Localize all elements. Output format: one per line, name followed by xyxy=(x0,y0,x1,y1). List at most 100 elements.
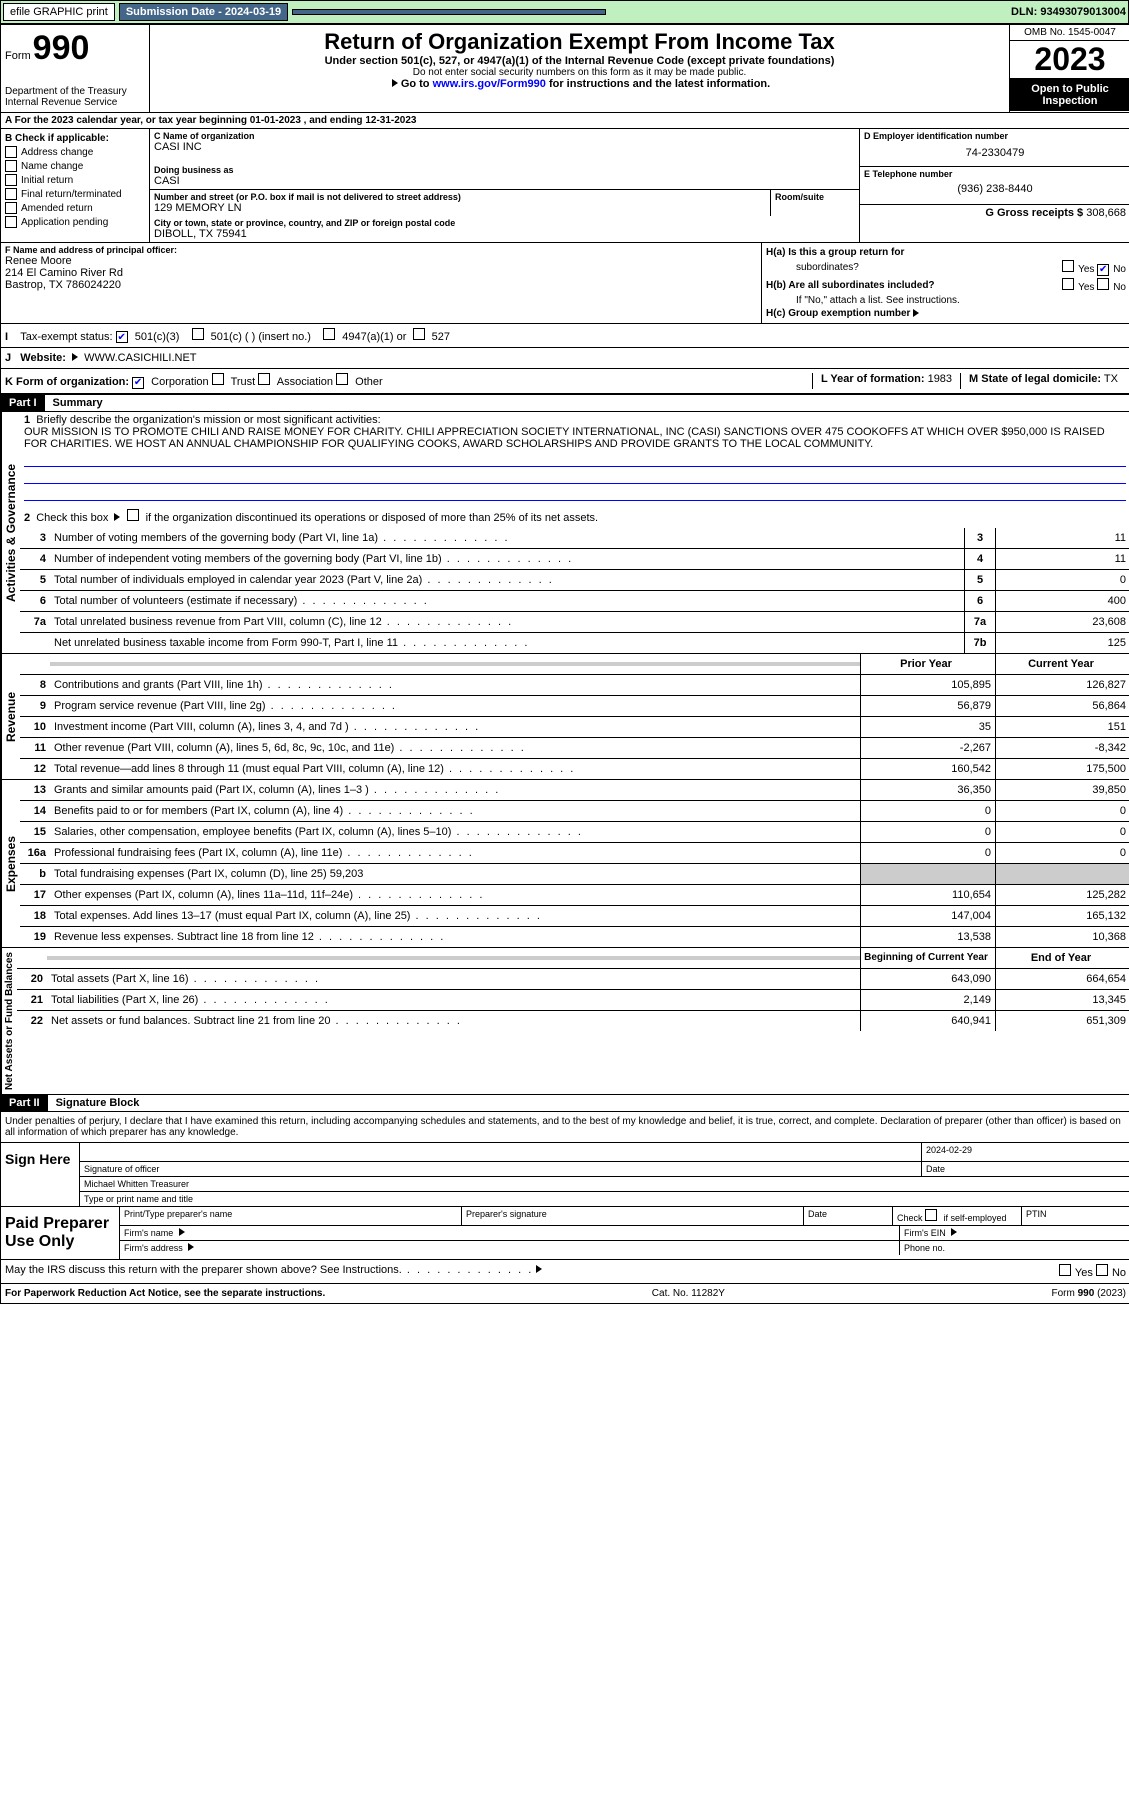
data-line: 22 Net assets or fund balances. Subtract… xyxy=(17,1011,1129,1031)
cb-address[interactable] xyxy=(5,146,17,158)
line-text: Number of independent voting members of … xyxy=(50,551,964,567)
cb-501c3[interactable]: ✔ xyxy=(116,331,128,343)
section-j: J Website: WWW.CASICHILI.NET xyxy=(1,348,1129,369)
line-text: Other revenue (Part VIII, column (A), li… xyxy=(50,740,860,756)
line-num: 12 xyxy=(20,763,50,775)
cb-ha-yes[interactable] xyxy=(1062,260,1074,272)
form-ref: Form 990 (2023) xyxy=(1052,1288,1126,1299)
line-val: 400 xyxy=(995,591,1129,611)
arrow-icon xyxy=(114,513,120,521)
officer-addr1: 214 El Camino River Rd xyxy=(5,267,757,279)
city-value: DIBOLL, TX 75941 xyxy=(154,228,855,240)
cb-ha-no[interactable]: ✔ xyxy=(1097,264,1109,276)
no-txt3: No xyxy=(1112,1267,1126,1279)
prior-val: 640,941 xyxy=(860,1011,995,1031)
cb-initial[interactable] xyxy=(5,174,17,186)
line-text: Total liabilities (Part X, line 26) xyxy=(47,992,860,1008)
dba-label: Doing business as xyxy=(154,165,855,175)
current-val: 664,654 xyxy=(995,969,1129,989)
dba-value: CASI xyxy=(154,175,855,187)
cb-corp[interactable]: ✔ xyxy=(132,377,144,389)
j-label: Website: xyxy=(20,352,66,364)
sig-name-value: Michael Whitten Treasurer xyxy=(80,1177,1129,1191)
blank-button[interactable] xyxy=(292,9,606,15)
current-header: Current Year xyxy=(995,654,1129,674)
efile-button[interactable]: efile GRAPHIC print xyxy=(3,3,115,21)
date-label: Date xyxy=(922,1162,1129,1176)
cb-hb-no[interactable] xyxy=(1097,278,1109,290)
line-num: 6 xyxy=(20,595,50,607)
website-value: WWW.CASICHILI.NET xyxy=(84,352,196,364)
cb-other[interactable] xyxy=(336,373,348,385)
city-row: City or town, state or province, country… xyxy=(150,216,859,242)
cb-assoc[interactable] xyxy=(258,373,270,385)
form-subtitle: Under section 501(c), 527, or 4947(a)(1)… xyxy=(154,55,1005,67)
k-o3: Association xyxy=(277,376,333,388)
f-label: F Name and address of principal officer: xyxy=(5,245,757,255)
open-public: Open to Public Inspection xyxy=(1010,79,1129,111)
cb-amended[interactable] xyxy=(5,202,17,214)
dln-label: DLN: 93493079013004 xyxy=(1011,6,1126,18)
line-num: 18 xyxy=(20,910,50,922)
part1-title: Summary xyxy=(45,395,111,411)
data-line: b Total fundraising expenses (Part IX, c… xyxy=(20,864,1129,885)
data-line: 14 Benefits paid to or for members (Part… xyxy=(20,801,1129,822)
line-text: Program service revenue (Part VIII, line… xyxy=(50,698,860,714)
discuss-row: May the IRS discuss this return with the… xyxy=(1,1259,1129,1283)
cb-hb-yes[interactable] xyxy=(1062,278,1074,290)
cb-discuss-no[interactable] xyxy=(1096,1264,1108,1276)
room-col: Room/suite xyxy=(771,190,859,216)
cb-app[interactable] xyxy=(5,216,17,228)
ifno-label: If "No," attach a list. See instructions… xyxy=(766,295,1126,306)
part2-title: Signature Block xyxy=(48,1095,148,1111)
end-header: End of Year xyxy=(995,948,1129,968)
line-text: Total unrelated business revenue from Pa… xyxy=(50,614,964,630)
prior-val: 0 xyxy=(860,822,995,842)
b-final: Final return/terminated xyxy=(21,189,122,200)
goto-link[interactable]: Go to www.irs.gov/Form990 for instructio… xyxy=(154,78,1005,90)
pt-ptin-label: PTIN xyxy=(1022,1207,1129,1225)
line-text: Investment income (Part VIII, column (A)… xyxy=(50,719,860,735)
data-line: 9 Program service revenue (Part VIII, li… xyxy=(20,696,1129,717)
line-num: 3 xyxy=(20,532,50,544)
cb-discontinued[interactable] xyxy=(127,509,139,521)
side-net: Net Assets or Fund Balances xyxy=(1,948,17,1094)
line-num: 8 xyxy=(20,679,50,691)
arrow-icon xyxy=(188,1243,194,1251)
side-exp: Expenses xyxy=(1,780,20,947)
cb-4947[interactable] xyxy=(323,328,335,340)
gov-line: 4 Number of independent voting members o… xyxy=(20,549,1129,570)
street-label: Number and street (or P.O. box if mail i… xyxy=(154,192,766,202)
mission-label: Briefly describe the organization's miss… xyxy=(36,414,380,426)
cb-527[interactable] xyxy=(413,328,425,340)
prior-val: 0 xyxy=(860,801,995,821)
room-label: Room/suite xyxy=(775,192,855,202)
line-num: 5 xyxy=(20,574,50,586)
mission-block: 1 Briefly describe the organization's mi… xyxy=(20,412,1129,505)
cb-501c[interactable] xyxy=(192,328,204,340)
section-fh: F Name and address of principal officer:… xyxy=(1,243,1129,324)
line-num: 11 xyxy=(20,742,50,754)
b-title: B Check if applicable: xyxy=(5,133,145,144)
firm-addr: Firm's address xyxy=(120,1241,900,1255)
cb-trust[interactable] xyxy=(212,373,224,385)
cb-final[interactable] xyxy=(5,188,17,200)
k-o2: Trust xyxy=(231,376,256,388)
c-name-row: C Name of organization CASI INC Doing bu… xyxy=(150,129,859,190)
cb-self-emp[interactable] xyxy=(925,1209,937,1221)
officer-addr2: Bastrop, TX 786024220 xyxy=(5,279,757,291)
b-name: Name change xyxy=(21,161,83,172)
col-f: F Name and address of principal officer:… xyxy=(1,243,762,323)
cb-name[interactable] xyxy=(5,160,17,172)
prior-val xyxy=(860,864,995,884)
line-text: Revenue less expenses. Subtract line 18 … xyxy=(50,929,860,945)
line-text: Total number of volunteers (estimate if … xyxy=(50,593,964,609)
exp-block: Expenses 13 Grants and similar amounts p… xyxy=(1,780,1129,948)
line-box: 3 xyxy=(964,528,995,548)
submission-button[interactable]: Submission Date - 2024-03-19 xyxy=(119,3,288,21)
line-text: Total expenses. Add lines 13–17 (must eq… xyxy=(50,908,860,924)
line2: 2 Check this box if the organization dis… xyxy=(20,505,1129,528)
data-line: 12 Total revenue—add lines 8 through 11 … xyxy=(20,759,1129,779)
cb-discuss-yes[interactable] xyxy=(1059,1264,1071,1276)
line-val: 125 xyxy=(995,633,1129,653)
